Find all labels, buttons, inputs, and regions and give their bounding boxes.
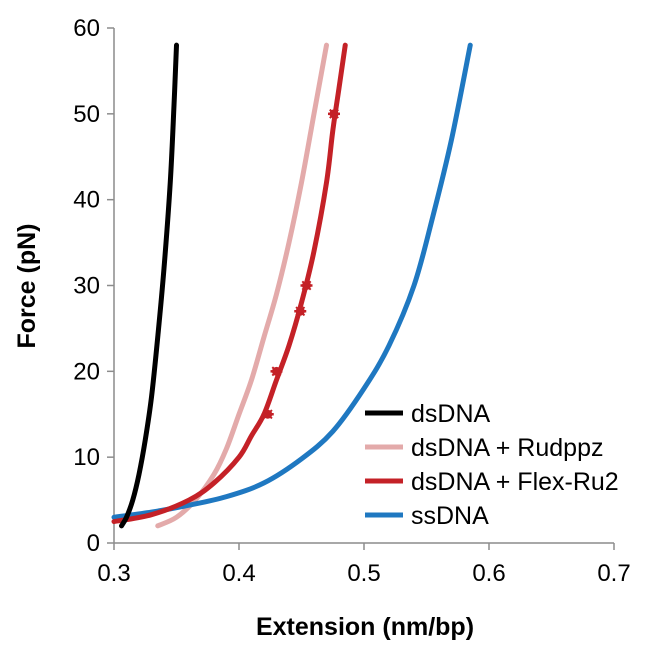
y-tick-label: 0 bbox=[87, 530, 100, 557]
data-markers bbox=[261, 108, 340, 420]
y-tick-label: 60 bbox=[73, 15, 100, 42]
series-line-dsdna-rudppz bbox=[155, 42, 329, 529]
legend-label: ssDNA bbox=[411, 502, 489, 530]
series-line-ssdna bbox=[111, 42, 473, 520]
x-tick-label: 0.4 bbox=[222, 560, 255, 587]
legend-entry: ssDNA bbox=[365, 502, 489, 530]
y-tick-label: 40 bbox=[73, 187, 100, 214]
x-tick-label: 0.5 bbox=[347, 560, 380, 587]
legend-entry: dsDNA + Rudppz bbox=[365, 434, 603, 462]
y-axis-title: Force (pN) bbox=[13, 224, 41, 349]
series-line-dsdna-flex-ru2 bbox=[111, 42, 348, 525]
data-marker bbox=[261, 409, 274, 420]
data-marker bbox=[294, 306, 307, 317]
data-marker bbox=[270, 366, 283, 377]
series-lines bbox=[111, 42, 473, 529]
x-tick-label: 0.6 bbox=[472, 560, 505, 587]
y-tick-label: 10 bbox=[73, 444, 100, 471]
y-tick-labels: 0 10 20 30 40 50 60 bbox=[73, 15, 114, 557]
legend-label: dsDNA + Rudppz bbox=[411, 434, 603, 462]
series-line-dsdna bbox=[119, 42, 179, 529]
data-marker bbox=[328, 108, 340, 119]
legend-entry: dsDNA bbox=[365, 400, 491, 428]
legend-label: dsDNA bbox=[411, 400, 491, 428]
y-tick-label: 30 bbox=[73, 273, 100, 300]
x-axis-title: Extension (nm/bp) bbox=[256, 613, 474, 641]
y-tick-label: 50 bbox=[73, 101, 100, 128]
x-tick-label: 0.7 bbox=[597, 560, 630, 587]
x-tick-labels: 0.3 0.4 0.5 0.6 0.7 bbox=[97, 543, 631, 587]
legend-label: dsDNA + Flex-Ru2 bbox=[411, 468, 619, 496]
x-tick-label: 0.3 bbox=[97, 560, 130, 587]
axes bbox=[113, 28, 614, 544]
data-marker bbox=[300, 280, 313, 291]
legend-entry: dsDNA + Flex-Ru2 bbox=[365, 468, 619, 496]
legend: dsDNA dsDNA + Rudppz dsDNA + Flex-Ru2 ssDNA bbox=[365, 400, 619, 530]
y-tick-label: 20 bbox=[73, 358, 100, 385]
